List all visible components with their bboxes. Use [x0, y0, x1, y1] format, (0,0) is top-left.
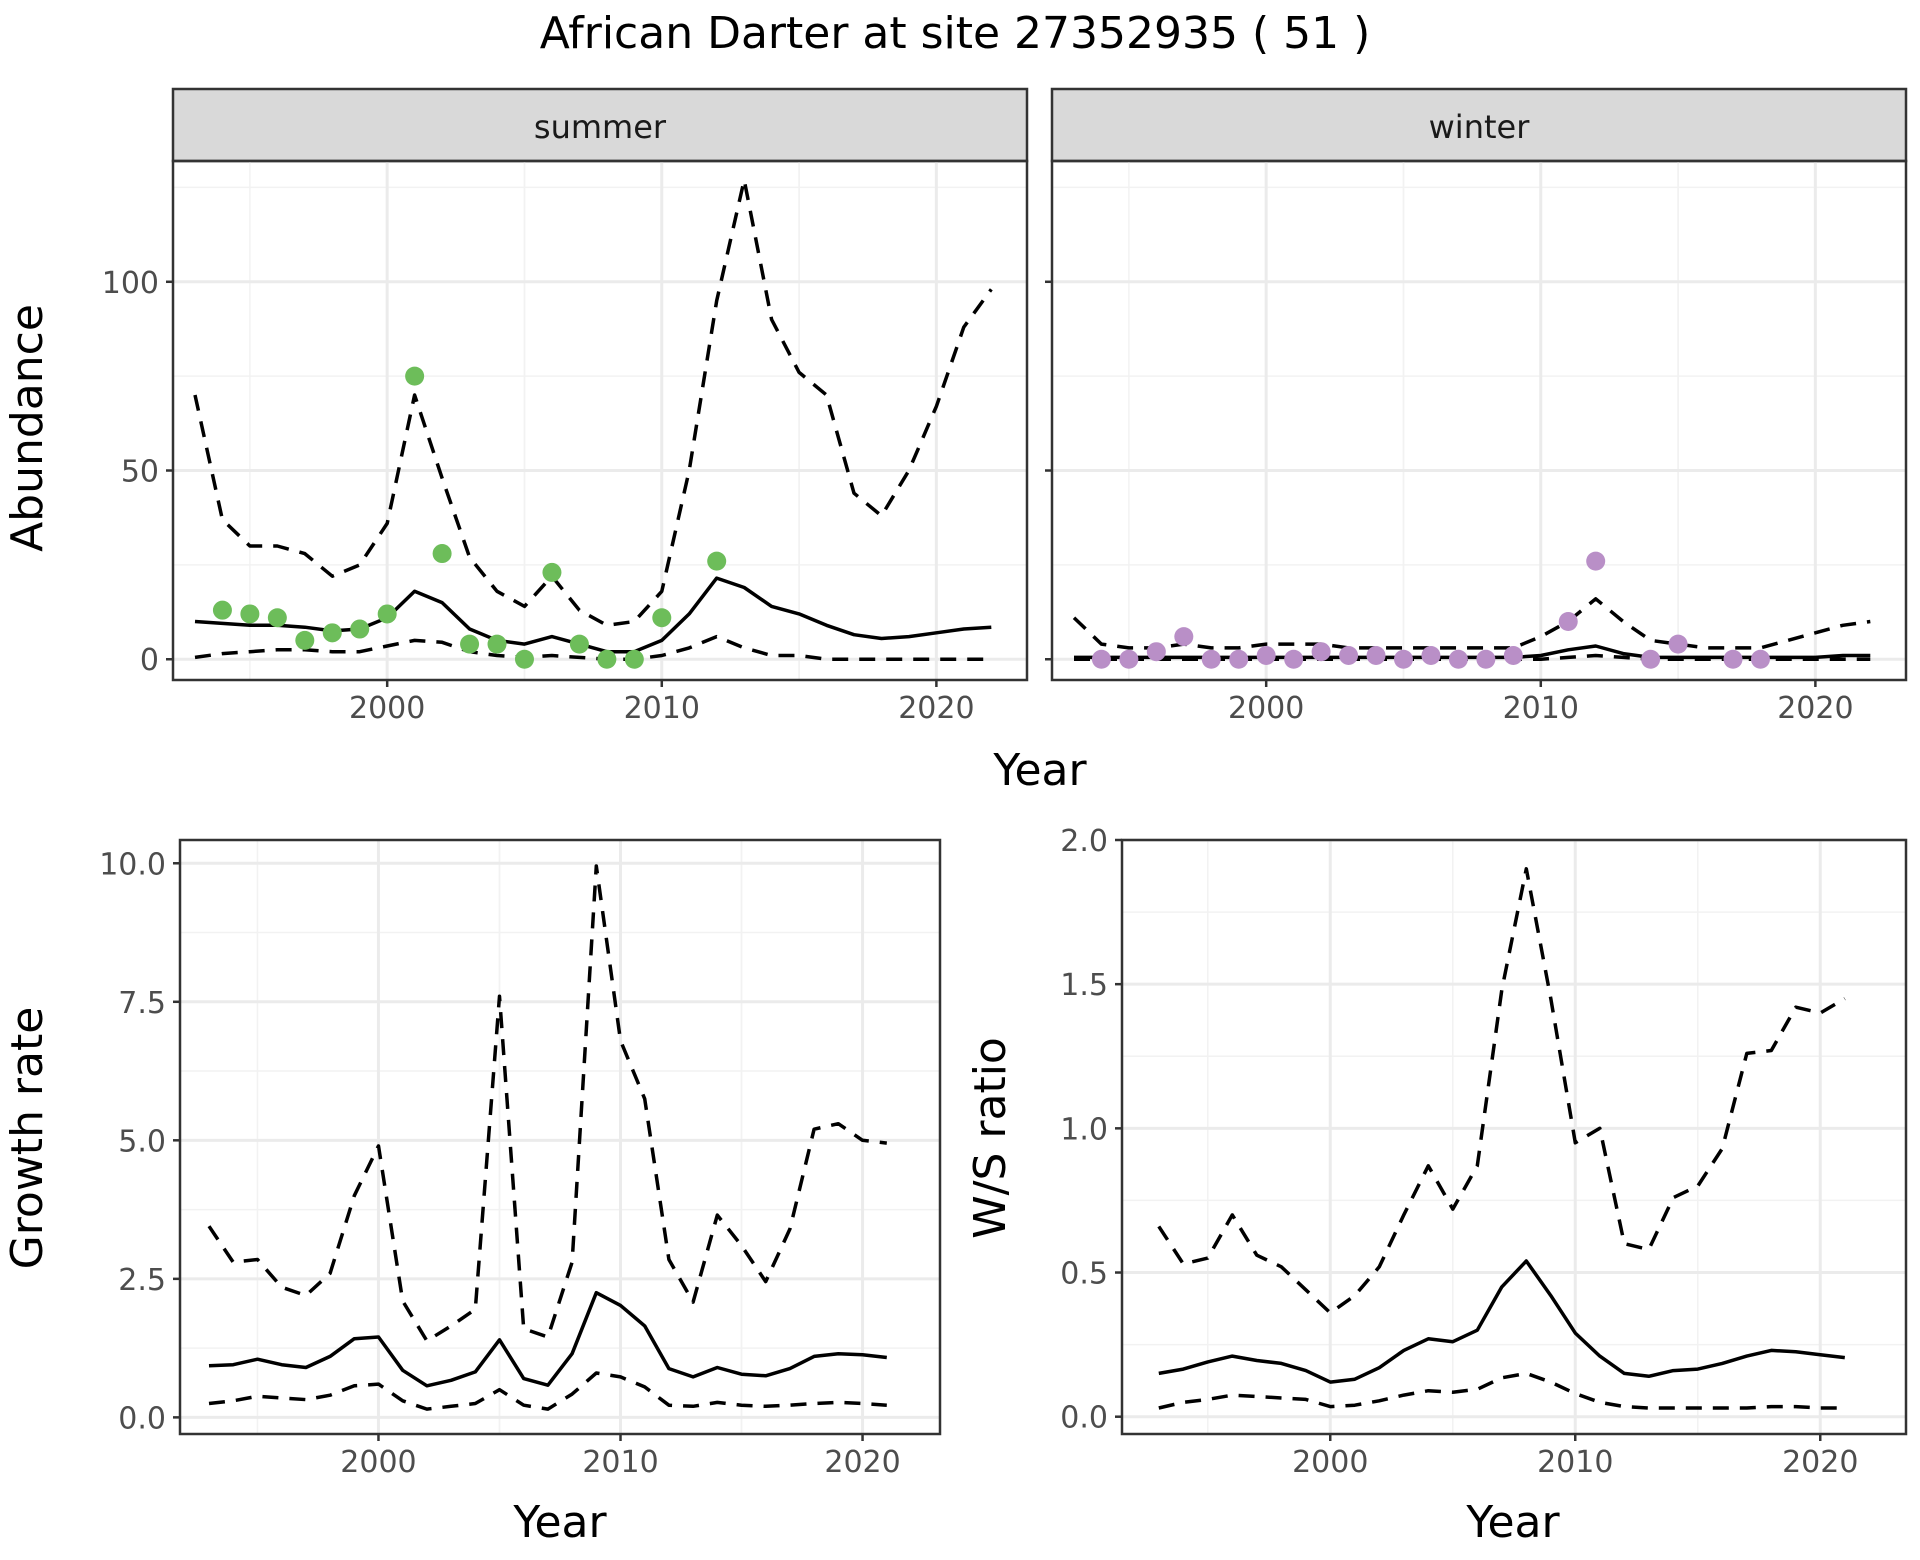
- summer-xtick-label: 2010: [624, 691, 700, 726]
- summer-observed-point: [542, 562, 562, 582]
- summer-observed-point: [707, 551, 727, 571]
- chart-title: African Darter at site 27352935 ( 51 ): [540, 8, 1371, 59]
- strip-winter-bg: [1050, 87, 1908, 163]
- summer-observed-point: [295, 630, 315, 650]
- ylabel-abundance: Abundance: [2, 304, 53, 552]
- summer-observed-point: [267, 608, 287, 628]
- growth-panel-border: [178, 838, 942, 1436]
- panel-growth: 2000 2010 2020 0.0 2.5 5.0 7.5 10.0: [99, 838, 942, 1480]
- winter-observed-point: [1393, 649, 1413, 669]
- panel-winter: winter 2000 2010 2020: [1045, 87, 1908, 726]
- winter-xtick-label: 2000: [1228, 691, 1304, 726]
- winter-observed-point: [1146, 642, 1166, 662]
- winter-observed-point: [1201, 649, 1221, 669]
- xlabel-ws: Year: [1465, 1497, 1560, 1548]
- winter-upper-line: [1072, 597, 1871, 650]
- winter-panel-border: [1050, 159, 1908, 682]
- summer-ytick-label: 0: [140, 643, 159, 678]
- panel-ws-ratio: 2000 2010 2020 0.0 0.5 1.0 1.5 2.0: [1060, 824, 1908, 1480]
- summer-observed-point: [624, 649, 644, 669]
- winter-observed-point: [1586, 551, 1606, 571]
- winter-observed-point: [1174, 627, 1194, 647]
- ws_ratio-ytick-label: 0.0: [1060, 1401, 1108, 1436]
- summer-observed-point: [240, 604, 260, 624]
- summer-xtick-label: 2020: [898, 691, 974, 726]
- summer-ytick-label: 50: [121, 455, 159, 490]
- winter-observed-point: [1750, 649, 1770, 669]
- xlabel-top-shared: Year: [992, 745, 1087, 796]
- ws_ratio-ytick-label: 1.5: [1060, 968, 1108, 1003]
- summer-xtick-label: 2000: [349, 691, 425, 726]
- growth-ytick-label: 7.5: [118, 986, 166, 1021]
- summer-observed-point: [597, 649, 617, 669]
- winter-observed-point: [1558, 611, 1578, 631]
- ws_ratio-panel-border: [1120, 838, 1908, 1436]
- ws_ratio-xtick-label: 2020: [1782, 1445, 1858, 1480]
- xlabel-growth: Year: [512, 1497, 607, 1548]
- ws_ratio-lower-line: [1158, 1371, 1845, 1410]
- summer-mean-line: [194, 576, 992, 654]
- strip-summer-bg: [171, 87, 1029, 163]
- winter-observed-point: [1421, 645, 1441, 665]
- winter-observed-point: [1284, 649, 1304, 669]
- summer-observed-point: [322, 623, 342, 643]
- strip-summer-label: summer: [534, 108, 667, 146]
- growth-xtick-label: 2010: [582, 1445, 658, 1480]
- ylabel-ws-ratio: W/S ratio: [965, 1037, 1016, 1239]
- winter-observed-point: [1256, 645, 1276, 665]
- summer-panel-border: [171, 159, 1029, 682]
- winter-xtick-label: 2020: [1777, 691, 1853, 726]
- ws_ratio-ytick-label: 0.5: [1060, 1257, 1108, 1292]
- panel-summer: summer 2000 2010 2020 0 50 100: [102, 87, 1029, 726]
- summer-observed-point: [487, 634, 507, 654]
- winter-observed-point: [1668, 634, 1688, 654]
- winter-observed-point: [1229, 649, 1249, 669]
- summer-upper-line: [193, 178, 993, 628]
- winter-observed-point: [1641, 649, 1661, 669]
- growth-xtick-label: 2020: [824, 1445, 900, 1480]
- strip-winter-label: winter: [1429, 108, 1531, 146]
- winter-observed-point: [1503, 645, 1523, 665]
- winter-observed-point: [1119, 649, 1139, 669]
- summer-observed-point: [514, 649, 534, 669]
- ws_ratio-mean-line: [1158, 1259, 1846, 1384]
- ws_ratio-xtick-label: 2000: [1292, 1445, 1368, 1480]
- growth-ytick-label: 0.0: [118, 1401, 166, 1436]
- growth-ytick-label: 5.0: [118, 1124, 166, 1159]
- growth-mean-line: [208, 1290, 887, 1388]
- summer-observed-point: [350, 619, 370, 639]
- summer-observed-point: [652, 608, 672, 628]
- winter-observed-point: [1091, 649, 1111, 669]
- ws_ratio-xtick-label: 2010: [1537, 1445, 1613, 1480]
- summer-observed-point: [377, 604, 397, 624]
- summer-observed-point: [460, 634, 480, 654]
- growth-xtick-label: 2000: [340, 1445, 416, 1480]
- ws_ratio-ytick-label: 1.0: [1060, 1112, 1108, 1147]
- growth-ytick-label: 2.5: [118, 1263, 166, 1298]
- winter-observed-point: [1448, 649, 1468, 669]
- ws_ratio-ytick-label: 2.0: [1060, 824, 1108, 859]
- growth-lower-line: [208, 1371, 887, 1411]
- growth-ytick-label: 10.0: [99, 847, 166, 882]
- ylabel-growth-rate: Growth rate: [2, 1007, 53, 1270]
- ws_ratio-upper-line: [1157, 867, 1846, 1315]
- winter-observed-point: [1366, 645, 1386, 665]
- summer-observed-point: [569, 634, 589, 654]
- summer-observed-point: [405, 366, 425, 386]
- summer-observed-point: [212, 600, 232, 620]
- winter-observed-point: [1311, 642, 1331, 662]
- summer-ytick-label: 100: [102, 266, 159, 301]
- summer-observed-point: [432, 544, 452, 564]
- winter-observed-point: [1476, 649, 1496, 669]
- winter-xtick-label: 2010: [1503, 691, 1579, 726]
- winter-observed-point: [1723, 649, 1743, 669]
- winter-observed-point: [1339, 645, 1359, 665]
- growth-upper-line: [207, 864, 888, 1343]
